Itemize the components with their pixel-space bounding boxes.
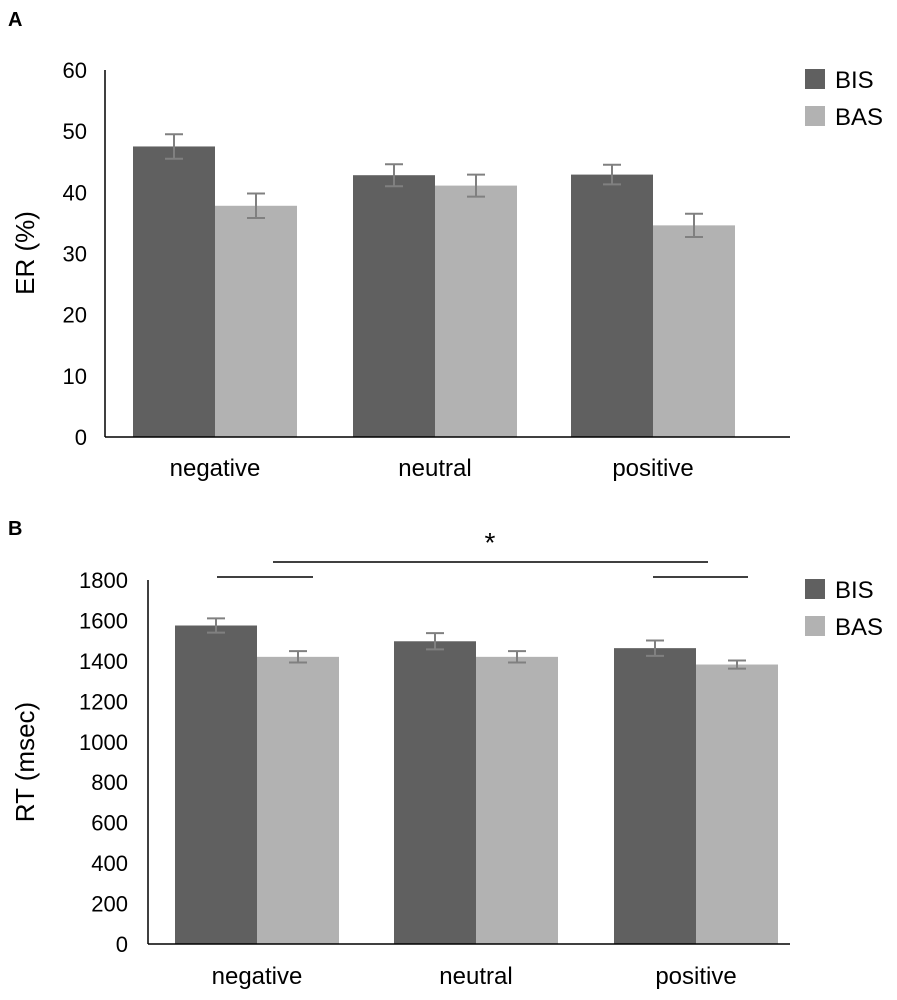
x-tick-label: positive xyxy=(655,963,736,990)
bar-bis-neutral xyxy=(353,175,435,437)
bar-bas-negative xyxy=(257,656,339,944)
y-tick-label: 40 xyxy=(63,180,87,205)
y-tick-label: 1600 xyxy=(79,608,128,633)
y-tick-label: 1200 xyxy=(79,689,128,714)
chart-panel-b: B RT (msec) 0 200 400 600 800 1000 1200 1400 1600 1… xyxy=(8,518,883,990)
x-tick-label: neutral xyxy=(439,963,512,990)
significance-marker: * xyxy=(485,527,496,558)
y-tick-label: 1000 xyxy=(79,730,128,755)
y-tick-label: 1800 xyxy=(79,568,128,593)
panel-label: A xyxy=(8,9,22,31)
bar-bis-positive xyxy=(614,648,696,944)
y-axis-title: RT (msec) xyxy=(10,702,40,822)
y-tick-label: 200 xyxy=(91,892,128,917)
panel-label: B xyxy=(8,518,22,540)
legend-label-bas: BAS xyxy=(835,614,883,641)
bar-bas-positive xyxy=(653,225,735,437)
bar-bis-negative xyxy=(133,146,215,438)
legend-label-bas: BAS xyxy=(835,104,883,131)
y-tick-label: 0 xyxy=(75,425,87,450)
y-tick-label: 60 xyxy=(63,58,87,83)
bar-bas-neutral xyxy=(476,656,558,944)
legend-swatch-bas xyxy=(805,616,825,636)
bar-bis-positive xyxy=(571,174,653,437)
y-tick-label: 50 xyxy=(63,119,87,144)
chart-panel-a: A ER (%) 0 10 20 30 40 50 60 negative neutral posit… xyxy=(8,9,883,482)
legend-swatch-bis xyxy=(805,579,825,599)
y-tick-label: 10 xyxy=(63,364,87,389)
legend-label-bis: BIS xyxy=(835,577,874,604)
bar-bas-negative xyxy=(215,205,297,437)
bar-bas-neutral xyxy=(435,185,517,437)
x-tick-label: negative xyxy=(212,963,303,990)
y-tick-label: 30 xyxy=(63,242,87,267)
legend-swatch-bas xyxy=(805,106,825,126)
legend-label-bis: BIS xyxy=(835,67,874,94)
y-tick-label: 600 xyxy=(91,811,128,836)
y-tick-label: 0 xyxy=(116,932,128,957)
legend-swatch-bis xyxy=(805,69,825,89)
x-tick-label: negative xyxy=(170,455,261,482)
bar-bas-positive xyxy=(696,664,778,944)
bar-bis-negative xyxy=(175,625,257,944)
y-tick-label: 1400 xyxy=(79,649,128,674)
y-tick-label: 800 xyxy=(91,770,128,795)
x-tick-label: positive xyxy=(612,455,693,482)
y-tick-label: 400 xyxy=(91,851,128,876)
bar-bis-neutral xyxy=(394,641,476,944)
x-tick-label: neutral xyxy=(398,455,471,482)
y-tick-label: 20 xyxy=(63,303,87,328)
y-axis-title: ER (%) xyxy=(10,211,40,295)
